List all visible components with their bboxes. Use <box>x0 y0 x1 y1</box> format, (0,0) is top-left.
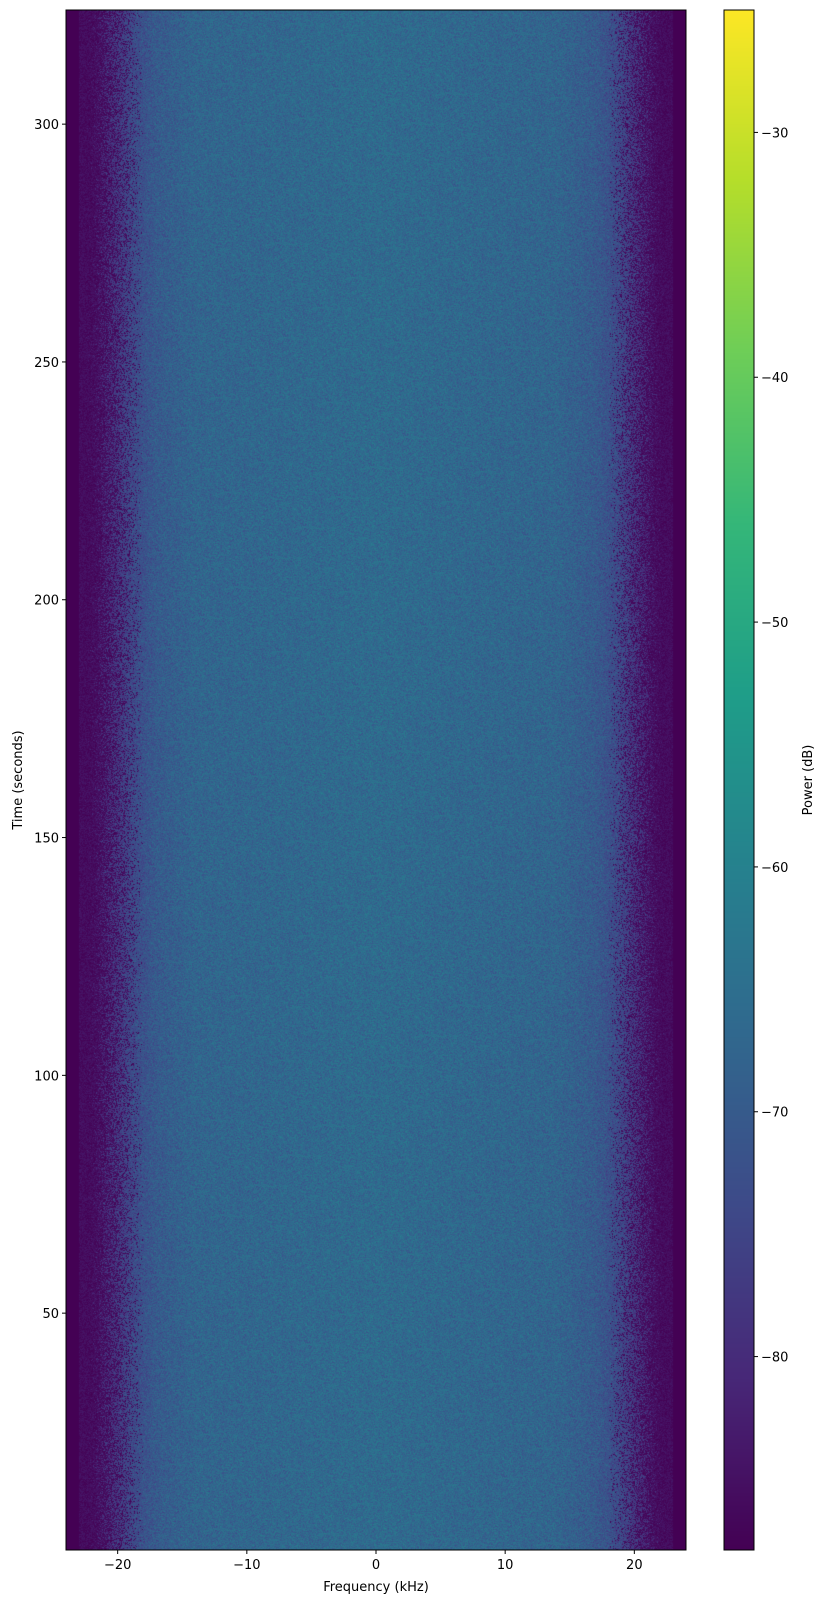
x-tick-label: −20 <box>104 1558 131 1573</box>
y-axis-ticks: 50 100 150 200 250 300 <box>34 118 66 1322</box>
colorbar-ticks: −80 −70 −60 −50 −40 −30 <box>754 126 788 1366</box>
x-tick-label: 0 <box>372 1558 380 1573</box>
colorbar-tick-label: −70 <box>761 1106 788 1121</box>
x-tick-label: −10 <box>233 1558 260 1573</box>
x-axis-label: Frequency (kHz) <box>323 1580 429 1595</box>
y-tick-label: 100 <box>34 1069 59 1084</box>
x-axis-ticks: −20 −10 0 10 20 <box>104 1550 643 1573</box>
x-tick-label: 20 <box>626 1558 643 1573</box>
y-tick-label: 300 <box>34 118 59 133</box>
colorbar-gradient <box>724 10 754 1550</box>
y-axis-label: Time (seconds) <box>11 730 26 830</box>
colorbar-tick-label: −60 <box>761 861 788 876</box>
colorbar-tick-label: −80 <box>761 1351 788 1366</box>
colorbar-tick-label: −50 <box>761 616 788 631</box>
y-tick-label: 200 <box>34 594 59 609</box>
colorbar-frame <box>723 9 755 1551</box>
y-tick-label: 150 <box>34 832 59 847</box>
x-tick-label: 10 <box>497 1558 514 1573</box>
y-tick-label: 50 <box>42 1307 59 1322</box>
colorbar-label: Power (dB) <box>801 745 816 816</box>
plot-frame <box>65 9 687 1551</box>
colorbar-tick-label: −40 <box>761 371 788 386</box>
y-tick-label: 250 <box>34 356 59 371</box>
spectrogram-heatmap <box>66 10 686 1550</box>
colorbar-tick-label: −30 <box>761 126 788 141</box>
